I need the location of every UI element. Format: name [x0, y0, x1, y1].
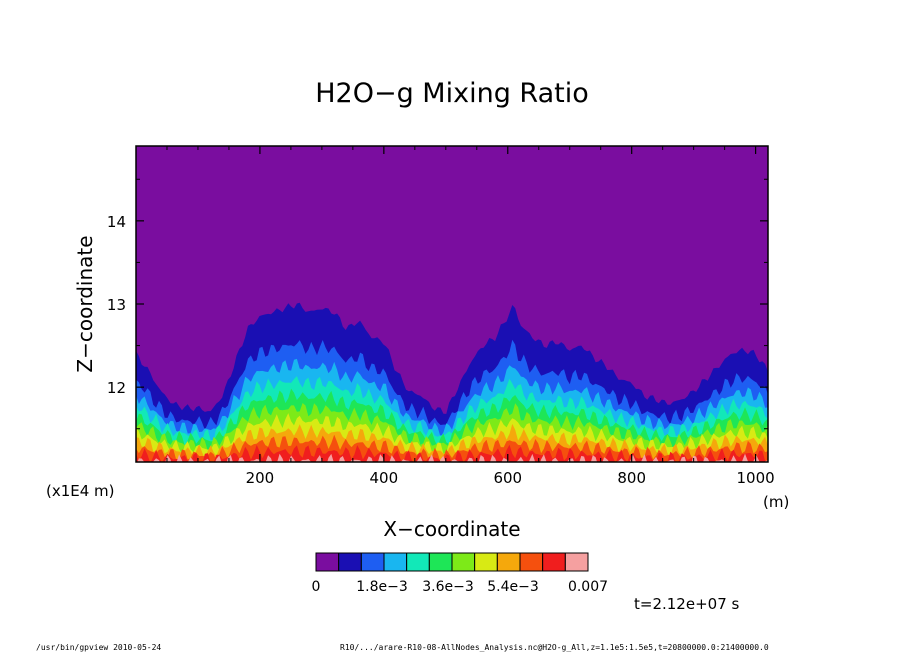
- y-axis-title: Z−coordinate: [73, 235, 97, 372]
- colorbar-swatch: [360, 552, 385, 572]
- colorbar-swatch: [406, 552, 430, 572]
- y-tick-label: 12: [107, 379, 126, 397]
- colorbar-tick-label: 1.8e−3: [356, 579, 408, 595]
- colorbar-swatch: [428, 552, 453, 572]
- chart-title: H2O−g Mixing Ratio: [315, 78, 589, 109]
- x-tick-label: 600: [493, 469, 522, 487]
- x-unit-label: (m): [763, 493, 789, 511]
- y-tick-label: 14: [107, 213, 126, 231]
- x-axis: 200 400 600 800 1000: [166, 146, 775, 487]
- footer-source: R10/.../arare-R10-08-AllNodes_Analysis.n…: [340, 643, 769, 652]
- x-axis-title: X−coordinate: [383, 517, 520, 541]
- colorbar-swatch: [315, 552, 340, 572]
- time-label: t=2.12e+07 s: [634, 595, 740, 613]
- plot-area: [135, 145, 769, 463]
- colorbar-swatch: [519, 552, 544, 572]
- contour-band: [136, 444, 768, 462]
- colorbar: [315, 552, 589, 572]
- x-tick-label: 1000: [737, 469, 775, 487]
- y-tick-label: 13: [107, 296, 126, 314]
- colorbar-swatch: [383, 552, 408, 572]
- colorbar-swatch: [496, 552, 521, 572]
- heatmap-field: [136, 146, 768, 462]
- footer-program: /usr/bin/gpview 2010-05-24: [36, 643, 161, 652]
- x-multiplier-label: (x1E4 m): [46, 482, 115, 500]
- colorbar-tick-label: 0.007: [568, 579, 608, 595]
- colorbar-swatch: [474, 552, 498, 572]
- colorbar-swatch: [542, 552, 566, 572]
- colorbar-swatch: [564, 552, 589, 572]
- x-tick-label: 400: [370, 469, 399, 487]
- colorbar-tick-label: 3.6e−3: [422, 579, 474, 595]
- contour-band: [137, 453, 768, 462]
- colorbar-swatch: [451, 552, 476, 572]
- x-tick-label: 800: [617, 469, 646, 487]
- y-axis: 12 13 14: [107, 178, 768, 430]
- colorbar-ticks: 0 1.8e−3 3.6e−3 5.4e−3 0.007: [312, 579, 609, 595]
- colorbar-tick-label: 0: [312, 579, 321, 595]
- x-tick-label: 200: [246, 469, 275, 487]
- colorbar-swatch: [338, 552, 362, 572]
- colorbar-tick-label: 5.4e−3: [487, 579, 539, 595]
